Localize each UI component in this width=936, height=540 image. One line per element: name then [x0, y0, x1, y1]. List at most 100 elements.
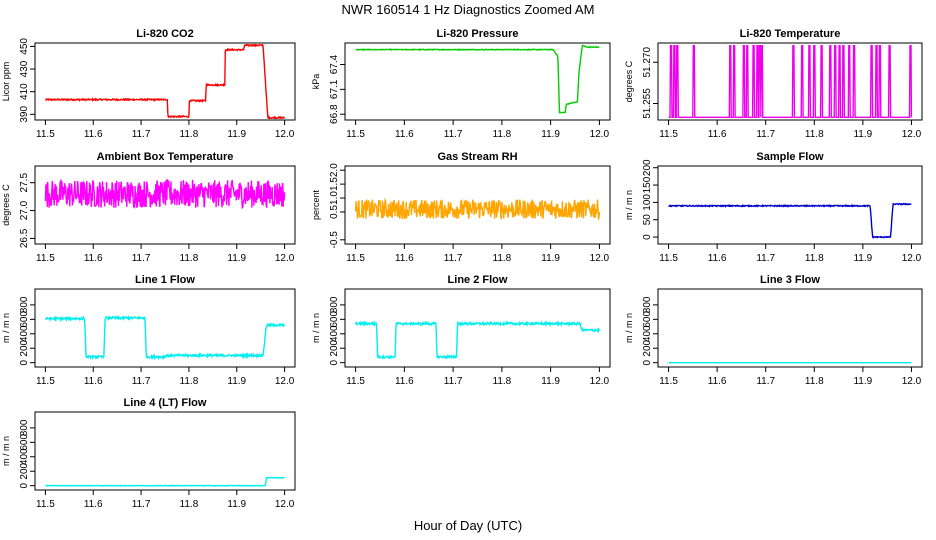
- line3-xtick-label: 11.8: [805, 376, 824, 387]
- line1-series-line: [44, 314, 285, 361]
- line2-title: Line 2 Flow: [448, 274, 508, 286]
- ambient-xtick-label: 11.7: [132, 253, 151, 264]
- pressure-xtick-label: 11.5: [346, 129, 365, 140]
- ambient-ytick-label: 27.0: [19, 200, 30, 220]
- line3-xtick-label: 11.5: [659, 376, 678, 387]
- ambient-xtick-label: 11.8: [180, 253, 199, 264]
- line4-xtick-label: 11.9: [227, 499, 246, 510]
- rh-ytick-label: 1.0: [329, 191, 340, 205]
- co2-xtick-label: 11.7: [132, 129, 151, 140]
- sample-ytick-label: 200: [642, 159, 653, 176]
- temp-xtick-label: 11.7: [756, 129, 775, 140]
- line1-xtick-label: 12.0: [275, 376, 295, 387]
- pressure-title: Li-820 Pressure: [437, 28, 519, 40]
- co2-ylabel: Licor ppm: [1, 62, 11, 102]
- rh-series-line: [354, 197, 601, 222]
- line4-ylabel: m / m n: [1, 436, 11, 466]
- pressure-ytick-label: 67.1: [329, 79, 340, 99]
- co2-xtick-label: 11.8: [180, 129, 199, 140]
- temp-xtick-label: 11.9: [853, 129, 872, 140]
- line2-plot-frame: [344, 288, 611, 368]
- rh-title: Gas Stream RH: [437, 151, 517, 163]
- pressure-xtick-label: 12.0: [590, 129, 610, 140]
- line1-xtick-label: 11.7: [132, 376, 151, 387]
- sample-xtick-label: 11.9: [853, 253, 872, 264]
- sample-xtick-label: 11.7: [756, 253, 775, 264]
- line2-xtick-label: 11.5: [346, 376, 365, 387]
- panel-line4: Line 4 (LT) Flow m / m n 11.5 11.6 11.7 11.8 1…: [1, 397, 296, 510]
- temp-xtick-label: 12.0: [902, 129, 922, 140]
- temp-xtick-label: 11.6: [708, 129, 727, 140]
- panel-line1: Line 1 Flow m / m n 11.5 11.6 11.7 11.8 11.9 12…: [1, 274, 296, 387]
- line2-series-line: [354, 320, 601, 360]
- panel-grid: Li-820 CO2 Licor ppm 11.5 11.6 11.7 11.8 11.9 1…: [1, 28, 923, 510]
- pressure-xtick-label: 11.7: [444, 129, 463, 140]
- line3-ytick-label: 400: [642, 325, 653, 342]
- line3-xtick-label: 11.6: [708, 376, 727, 387]
- ambient-plot-frame: [34, 165, 296, 245]
- sample-ytick-label: 50: [642, 214, 653, 226]
- panel-ambient: Ambient Box Temperature degrees C 11.5 11.6…: [1, 151, 296, 264]
- ambient-xtick-label: 11.6: [84, 253, 103, 264]
- line3-plot-frame: [657, 288, 923, 368]
- panel-co2: Li-820 CO2 Licor ppm 11.5 11.6 11.7 11.8 11.9 1…: [1, 28, 296, 140]
- pressure-xtick-label: 11.9: [541, 129, 560, 140]
- line3-title: Line 3 Flow: [760, 274, 820, 286]
- panel-line2: Line 2 Flow m / m n 11.5 11.6 11.7 11.8 11.9 12…: [311, 274, 611, 387]
- rh-xtick-label: 11.6: [395, 253, 414, 264]
- line1-ytick-label: 200: [19, 339, 30, 356]
- pressure-ytick-label: 66.8: [329, 104, 340, 124]
- sample-xtick-label: 11.8: [805, 253, 824, 264]
- line2-ylabel: m / m n: [311, 313, 321, 343]
- line2-xtick-label: 11.9: [541, 376, 560, 387]
- ambient-series-line: [44, 177, 286, 210]
- line4-ytick-label: 400: [19, 448, 30, 465]
- line1-xtick-label: 11.6: [84, 376, 103, 387]
- temp-plot-frame: [657, 42, 923, 121]
- sample-xtick-label: 11.5: [659, 253, 678, 264]
- pressure-series-line: [355, 44, 600, 114]
- sample-xtick-label: 12.0: [902, 253, 922, 264]
- ambient-xtick-label: 11.5: [36, 253, 55, 264]
- line1-ytick-label: 400: [19, 325, 30, 342]
- temp-series-line: [668, 45, 913, 118]
- co2-ytick-label: 430: [19, 60, 30, 77]
- sample-ytick-label: 150: [642, 176, 653, 193]
- line1-ytick-label: 600: [19, 311, 30, 328]
- line2-ytick-label: 0: [329, 359, 340, 365]
- line4-plot-frame: [34, 411, 296, 491]
- line4-xtick-label: 11.5: [36, 499, 55, 510]
- ambient-title: Ambient Box Temperature: [97, 151, 234, 163]
- line1-xtick-label: 11.8: [180, 376, 199, 387]
- ambient-ytick-label: 26.5: [19, 228, 30, 248]
- panel-rh: Gas Stream RH percent 11.5 11.6 11.7 11.8 11.9…: [311, 151, 611, 264]
- ambient-xtick-label: 11.9: [227, 253, 246, 264]
- line3-ytick-label: 0: [642, 359, 653, 365]
- panel-line3: Line 3 Flow m / m n 11.5 11.6 11.7 11.8 11.9 12…: [624, 274, 923, 387]
- line3-xtick-label: 11.9: [853, 376, 872, 387]
- panel-temp: Li-820 Temperature degrees C 11.5 11.6 11.7 1…: [624, 28, 923, 140]
- panel-sample: Sample Flow m / m n 11.5 11.6 11.7 11.8 11.9 12…: [624, 151, 923, 264]
- ambient-ylabel: degrees C: [1, 184, 11, 226]
- line4-ytick-label: 800: [19, 419, 30, 436]
- line3-ytick-label: 200: [642, 339, 653, 356]
- line1-xtick-label: 11.5: [36, 376, 55, 387]
- sample-ylabel: m / m n: [624, 190, 634, 220]
- line1-ylabel: m / m n: [1, 313, 11, 343]
- temp-ytick-label: 51.270: [642, 47, 653, 78]
- line4-xtick-label: 12.0: [275, 499, 295, 510]
- line2-ytick-label: 600: [329, 311, 340, 328]
- line3-ylabel: m / m n: [624, 313, 634, 343]
- pressure-xtick-label: 11.8: [493, 129, 512, 140]
- co2-xtick-label: 12.0: [275, 129, 295, 140]
- line2-xtick-label: 11.7: [444, 376, 463, 387]
- line3-ytick-label: 600: [642, 311, 653, 328]
- line2-ytick-label: 400: [329, 325, 340, 342]
- temp-xtick-label: 11.5: [659, 129, 678, 140]
- sample-ytick-label: 100: [642, 194, 653, 211]
- line3-ytick-label: 800: [642, 296, 653, 313]
- line4-ytick-label: 0: [19, 482, 30, 488]
- temp-xtick-label: 11.8: [805, 129, 824, 140]
- co2-title: Li-820 CO2: [136, 28, 193, 40]
